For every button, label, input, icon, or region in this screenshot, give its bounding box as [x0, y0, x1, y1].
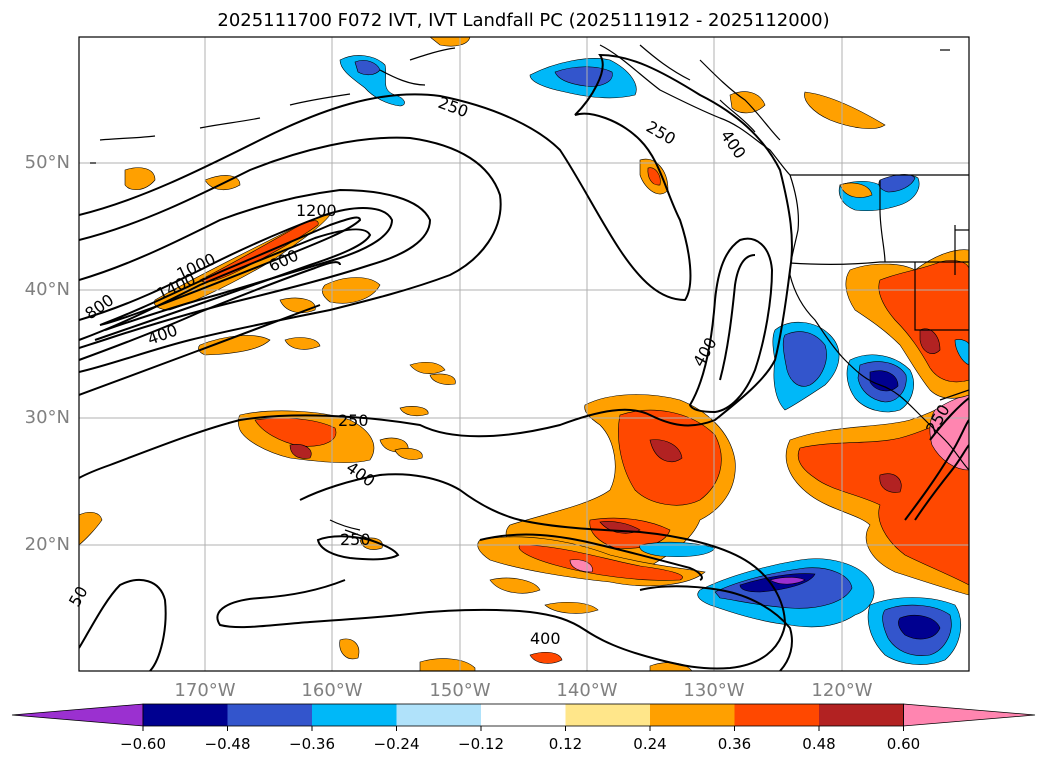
contour-label: 250 [340, 530, 371, 549]
colorbar-tick-label: 0.12 [548, 735, 583, 753]
colorbar-tick-label: −0.48 [204, 735, 251, 753]
colorbar-extend-min [11, 703, 144, 727]
colorbar-segment [312, 704, 397, 726]
colorbar-tick-label: 0.48 [802, 735, 836, 753]
colorbar-segment [396, 704, 482, 726]
lon-label-160w: 160°W [301, 680, 363, 701]
map-area [79, 37, 969, 671]
lat-label-50n: 50°N [24, 152, 70, 173]
lon-label-140w: 140°W [556, 680, 618, 701]
colorbar-segment [734, 704, 820, 726]
contour-label: 1200 [296, 201, 337, 220]
lat-label-40n: 40°N [24, 279, 70, 300]
colorbar-tick-label: −0.36 [289, 735, 335, 753]
contour-label: 400 [530, 629, 561, 648]
colorbar-tick-label: 0.24 [633, 735, 667, 753]
colorbar-segment [650, 704, 735, 726]
colorbar-segment [143, 704, 228, 726]
lon-label-170w: 170°W [174, 680, 236, 701]
map-title: 2025111700 F072 IVT, IVT Landfall PC (20… [217, 10, 830, 31]
colorbar-segment [481, 704, 566, 726]
lon-label-120w: 120°W [811, 680, 873, 701]
lat-label-20n: 20°N [24, 534, 70, 555]
negative-anomaly-shading [339, 55, 969, 665]
map-frame [78, 36, 970, 672]
lon-label-130w: 130°W [683, 680, 745, 701]
colorbar-extend-max [903, 703, 1036, 727]
lat-label-30n: 30°N [24, 407, 70, 428]
colorbar-frame [142, 703, 904, 727]
ivt-contours [79, 53, 969, 671]
colorbar-tick-label: 0.36 [717, 735, 752, 753]
colorbar-tick-label: 0.60 [886, 735, 921, 753]
colorbar-segment [819, 704, 904, 726]
colorbar-segment [565, 704, 651, 726]
colorbar-tick-label: −0.60 [120, 735, 166, 753]
colorbar-tick-label: −0.12 [458, 735, 504, 753]
lon-label-150w: 150°W [429, 680, 491, 701]
contour-label: 250 [338, 411, 369, 430]
colorbar-tick-label: −0.24 [373, 735, 420, 753]
colorbar [11, 703, 1036, 731]
colorbar-segment [227, 704, 313, 726]
graticule [79, 37, 969, 671]
